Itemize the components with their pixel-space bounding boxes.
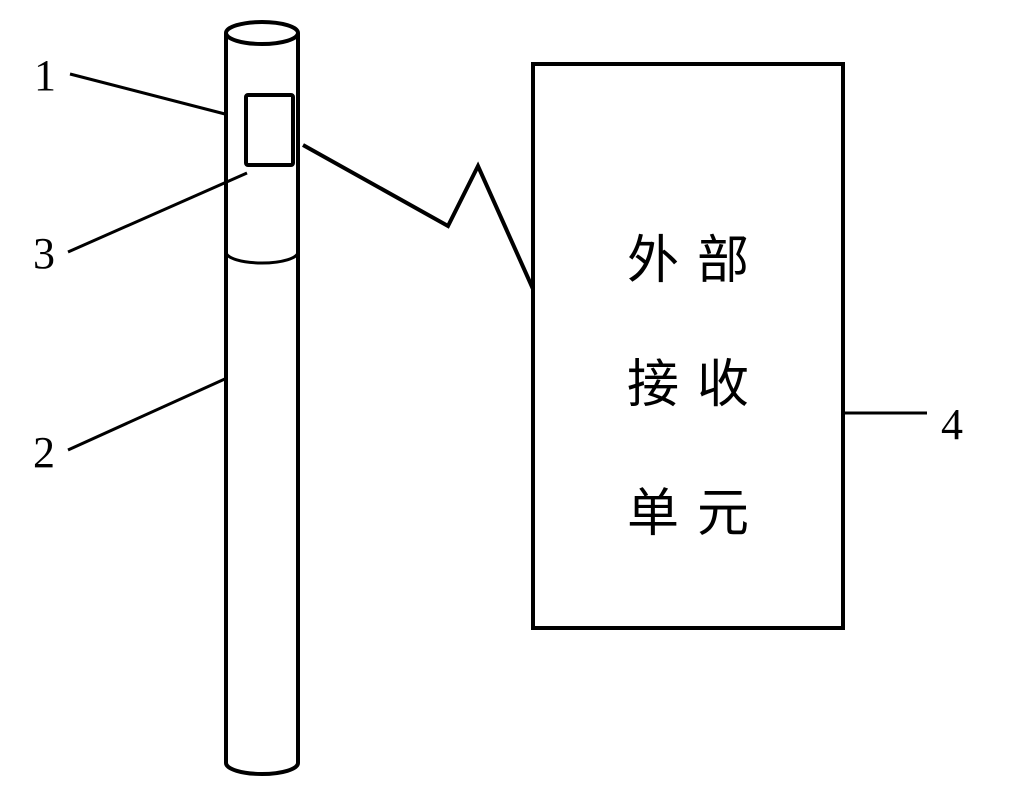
callout-number-4: 4 xyxy=(941,400,963,449)
receiver-text-line-1-char-0: 接 xyxy=(627,357,679,414)
callout-number-3: 3 xyxy=(33,229,55,278)
receiver-box xyxy=(533,64,843,628)
callout-number-2: 2 xyxy=(33,428,55,477)
callout-line-2 xyxy=(68,378,227,450)
diagram-svg: 外部接收单元 1 3 2 4 xyxy=(0,0,1016,801)
diagram-stage: 外部接收单元 1 3 2 4 xyxy=(0,0,1016,801)
receiver-text-line-0-char-1: 部 xyxy=(697,233,749,290)
receiver-text-line-0-char-0: 外 xyxy=(627,233,679,290)
callout-line-1 xyxy=(70,74,225,114)
callout-line-3 xyxy=(68,173,247,252)
receiver-text-line-1-char-1: 收 xyxy=(697,357,749,414)
cylinder-bottom-arc xyxy=(226,763,298,774)
signal-zigzag xyxy=(303,145,533,289)
callout-number-1: 1 xyxy=(34,51,56,100)
receiver-text-line-2-char-1: 元 xyxy=(697,486,749,543)
cylinder-top-ellipse xyxy=(226,22,298,44)
receiver-text-line-2-char-0: 单 xyxy=(627,486,679,543)
cylinder-band xyxy=(226,252,298,263)
cylinder-window xyxy=(246,95,293,165)
